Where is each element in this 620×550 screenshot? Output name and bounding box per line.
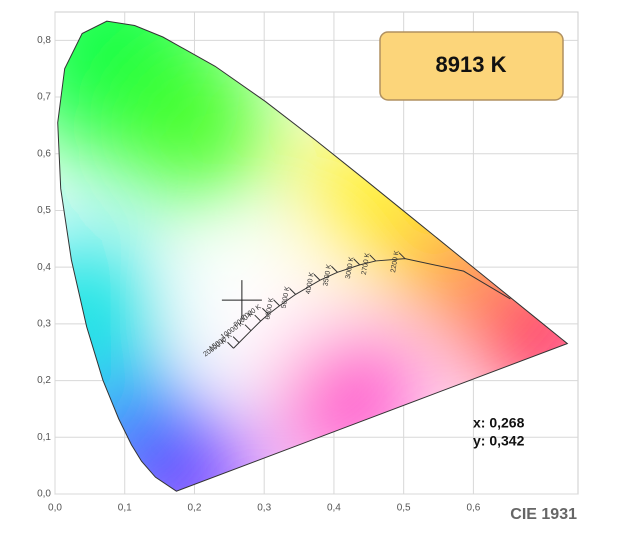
planckian-tick — [313, 273, 321, 281]
planckian-tick — [369, 254, 377, 262]
planckian-tick — [398, 252, 406, 260]
y-tick-label: 0,8 — [37, 35, 51, 46]
planckian-label: 3500 K — [322, 263, 333, 286]
chart-title: CIE 1931 — [510, 506, 577, 523]
x-tick-label: 0,5 — [397, 503, 411, 514]
readout-x: x: 0,268 — [473, 415, 525, 431]
y-tick-label: 0,4 — [37, 262, 51, 273]
planckian-tick — [331, 265, 338, 273]
cct-value: 8913 K — [436, 52, 507, 77]
planckian-tick — [254, 314, 262, 322]
x-tick-label: 0,6 — [466, 503, 480, 514]
x-tick-label: 0,3 — [257, 503, 271, 514]
gamut-blob — [473, 265, 568, 406]
cct-box — [379, 31, 564, 101]
planckian-label: 2200 K — [390, 250, 401, 273]
planckian-label: 5000 K — [281, 286, 292, 309]
planckian-label: 4000 K — [305, 271, 316, 294]
planckian-tick — [262, 307, 269, 315]
x-tick-label: 0,1 — [118, 503, 132, 514]
crosshair — [221, 280, 262, 321]
y-tick-label: 0,6 — [37, 148, 51, 159]
y-tick-label: 0,3 — [37, 319, 51, 330]
planckian-tick — [244, 324, 252, 332]
planckian-label: 6000 K — [265, 297, 276, 320]
x-tick-label: 0,0 — [48, 503, 62, 514]
planckian-tick — [227, 341, 234, 349]
planckian-label: 2700 K — [361, 252, 372, 275]
x-tick-label: 0,4 — [327, 503, 341, 514]
planckian-locus — [233, 258, 511, 349]
planckian-tick — [232, 336, 240, 343]
y-tick-label: 0,7 — [37, 92, 51, 103]
x-tick-label: 0,2 — [188, 503, 202, 514]
gamut-blob — [114, 45, 275, 206]
gamut-blob — [209, 251, 320, 362]
spectral-locus — [57, 20, 569, 492]
y-tick-label: 0,0 — [37, 489, 51, 500]
y-tick-label: 0,5 — [37, 205, 51, 216]
planckian-label: 3000 K — [345, 256, 356, 279]
y-tick-label: 0,1 — [37, 432, 51, 443]
planckian-tick — [289, 288, 296, 295]
gamut-blob — [57, 232, 163, 393]
planckian-tick — [273, 299, 280, 307]
readout-y: y: 0,342 — [473, 433, 525, 449]
y-tick-label: 0,2 — [37, 375, 51, 386]
planckian-tick — [353, 258, 361, 266]
